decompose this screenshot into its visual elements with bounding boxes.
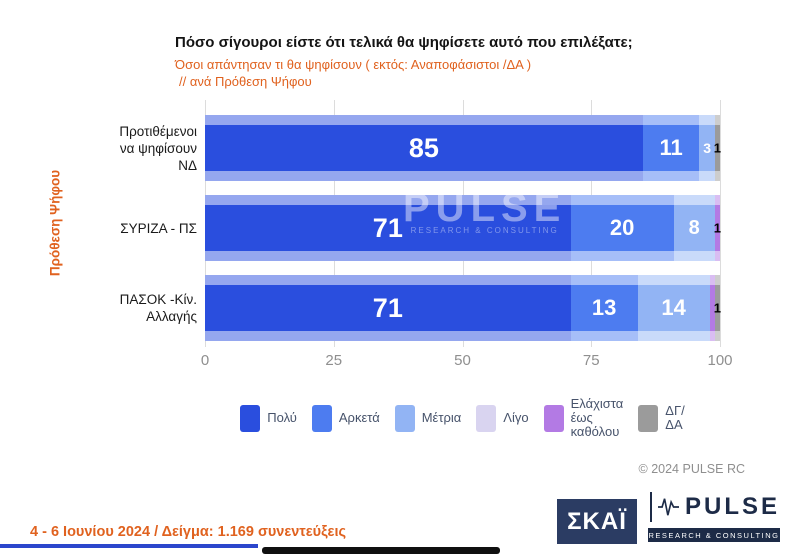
bar-segment: 71	[205, 195, 571, 261]
x-axis-ticks: 0 25 50 75 100	[201, 352, 733, 370]
legend-label: Αρκετά	[338, 410, 380, 425]
chart-plot: PULSE RESEARCH & CONSULTING 85 11 3 1 71 20 8 1…	[205, 100, 722, 347]
value-label: 14	[661, 295, 686, 320]
category-label: Προτιθέμενοι να ψηφίσουν ΝΔ	[119, 123, 197, 173]
bar-segment: 8	[673, 195, 715, 261]
skai-logo: ΣΚΑΪ	[557, 499, 637, 544]
copyright-text: © 2024 PULSE RC	[638, 462, 745, 476]
legend-swatch	[543, 404, 564, 432]
value-label: 13	[591, 295, 617, 320]
bar-segment: 20	[570, 195, 674, 261]
bottom-strip	[262, 547, 500, 554]
category-label: ΠΑΣΟΚ -Κίν. Αλλαγής	[119, 292, 197, 324]
legend-label: Ελάχιστα έως καθόλου	[570, 396, 624, 439]
value-label: 8	[688, 216, 700, 239]
value-label: 3	[703, 140, 711, 156]
x-tick-label: 0	[200, 352, 210, 369]
bar-segment: 3	[699, 115, 715, 181]
bar-segment: 11	[642, 115, 700, 181]
legend-label: Λίγο	[503, 410, 529, 425]
value-label: 20	[609, 215, 635, 240]
gridline	[720, 100, 721, 347]
value-label: 85	[408, 132, 439, 163]
chart-subtitle-line2: // ανά Πρόθεση Ψήφου	[179, 74, 312, 89]
value-label: 11	[659, 135, 683, 160]
legend-item: ΔΓ/ΔΑ	[638, 403, 685, 432]
x-tick-label: 100	[707, 352, 733, 369]
legend-item: Λίγο	[476, 404, 529, 432]
legend-item: Πολύ	[240, 404, 297, 432]
skai-logo-text: ΣΚΑΪ	[567, 507, 627, 535]
value-label: 1	[713, 140, 722, 156]
pulse-logo-text: PULSE	[684, 493, 780, 520]
legend-label: ΔΓ/ΔΑ	[665, 403, 685, 432]
legend-swatch	[638, 404, 659, 432]
pulse-logo-top: PULSE	[648, 486, 780, 528]
bar-segment: 85	[205, 115, 643, 181]
bar-segment: 1	[713, 195, 722, 261]
pulse-logo: PULSE RESEARCH & CONSULTING	[648, 486, 780, 544]
legend-label: Μέτρια	[421, 410, 462, 425]
bar-segment: 1	[713, 115, 722, 181]
legend-swatch	[394, 404, 415, 432]
bar-segment	[709, 275, 715, 341]
bar-row: 71 20 8 1	[205, 195, 722, 261]
bar-segment: 14	[637, 275, 710, 341]
legend-swatch	[311, 404, 332, 432]
x-tick-label: 25	[325, 352, 343, 369]
x-tick-label: 75	[582, 352, 600, 369]
pulse-wave-icon	[657, 498, 679, 516]
chart-title: Πόσο σίγουροι είστε ότι τελικά θα ψηφίσε…	[175, 34, 633, 51]
bar-segment: 1	[713, 275, 721, 341]
chart-subtitle-line1: Όσοι απάντησαν τι θα ψηφίσουν ( εκτός: Α…	[175, 57, 532, 72]
legend: Πολύ Αρκετά Μέτρια Λίγο Ελάχιστα έως καθόλου ΔΓ…	[205, 386, 720, 450]
value-label: 71	[372, 292, 403, 323]
value-label: 1	[713, 220, 722, 236]
legend-swatch	[240, 404, 261, 432]
x-tick-label: 50	[454, 352, 471, 369]
footer-text: 4 - 6 Ιουνίου 2024 / Δείγμα: 1.169 συνεν…	[30, 524, 347, 540]
legend-item: Ελάχιστα έως καθόλου	[543, 396, 624, 439]
legend-swatch	[476, 404, 497, 432]
bar-segment: 71	[205, 275, 571, 341]
value-label: 1	[713, 300, 721, 316]
pulse-logo-divider	[650, 492, 652, 522]
value-label: 71	[372, 212, 403, 243]
pulse-logo-subtext: RESEARCH & CONSULTING	[648, 528, 780, 542]
category-labels: Προτιθέμενοι να ψηφίσουν ΝΔ ΣΥΡΙΖΑ - ΠΣ ΠΑΣΟ…	[55, 100, 197, 347]
category-label: ΣΥΡΙΖΑ - ΠΣ	[120, 220, 197, 236]
bar-row: 71 13 14 1	[205, 275, 721, 341]
bar-row: 85 11 3 1	[205, 115, 722, 181]
footer-underline	[0, 544, 258, 548]
bar-segment: 13	[570, 275, 638, 341]
legend-item: Αρκετά	[311, 404, 380, 432]
legend-label: Πολύ	[267, 410, 297, 425]
legend-item: Μέτρια	[394, 404, 462, 432]
